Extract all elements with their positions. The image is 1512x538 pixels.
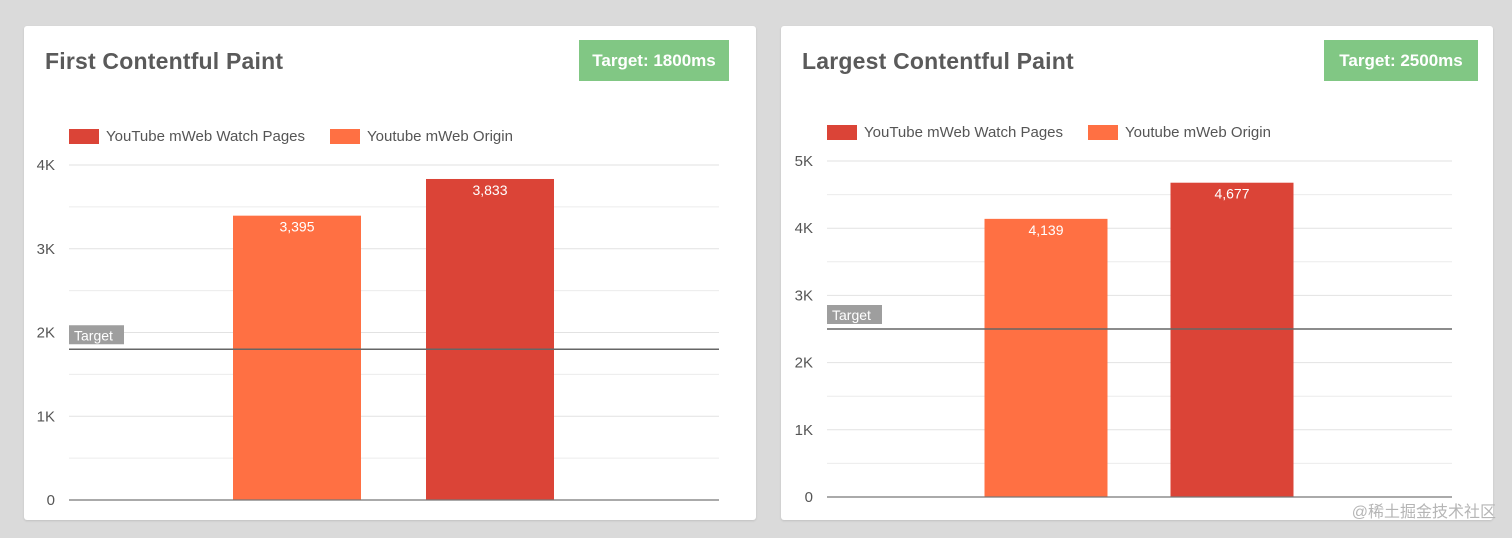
target-label: Target	[74, 327, 113, 343]
y-tick-label: 1K	[37, 408, 55, 425]
legend-swatch	[827, 125, 857, 140]
lcp-bar-chart: 0 1K 2K 3K 4K 5K 4,139 4,677 Target	[795, 153, 1452, 506]
y-tick-label: 4K	[795, 220, 813, 237]
bar	[984, 218, 1108, 498]
legend-label: YouTube mWeb Watch Pages	[864, 124, 1063, 141]
legend-item-watch-pages[interactable]: YouTube mWeb Watch Pages	[827, 124, 1063, 141]
legend-label: YouTube mWeb Watch Pages	[106, 128, 305, 145]
target-label-bg	[69, 325, 124, 345]
y-tick-label: 4K	[37, 157, 55, 174]
target-badge: Target: 2500ms	[1324, 40, 1478, 81]
target-label: Target	[832, 307, 871, 323]
target-badge: Target: 1800ms	[579, 40, 729, 81]
watermark: @稀土掘金技术社区	[1351, 504, 1496, 521]
chart-title: Largest Contentful Paint	[802, 48, 1074, 74]
bar-value-label: 4,677	[1214, 186, 1249, 202]
y-tick-label: 3K	[37, 241, 55, 258]
bar-value-label: 3,833	[472, 182, 507, 198]
legend-label: Youtube mWeb Origin	[1125, 124, 1271, 141]
bar-value-label: 3,395	[279, 219, 314, 235]
bar	[1170, 182, 1294, 497]
y-tick-label: 0	[805, 489, 813, 506]
lcp-chart-card: Largest Contentful Paint Target: 2500ms …	[781, 26, 1493, 520]
fcp-chart-card: First Contentful Paint Target: 1800ms Yo…	[24, 26, 756, 520]
y-tick-label: 2K	[795, 355, 813, 372]
legend-label: Youtube mWeb Origin	[367, 128, 513, 145]
fcp-bar-chart: 0 1K 2K 3K 4K 3,395 3,833 Target	[37, 157, 719, 509]
bar	[233, 215, 361, 500]
chart-legend: YouTube mWeb Watch Pages Youtube mWeb Or…	[69, 128, 538, 145]
y-tick-label: 2K	[37, 325, 55, 342]
y-tick-label: 0	[47, 492, 55, 509]
legend-item-watch-pages[interactable]: YouTube mWeb Watch Pages	[69, 128, 305, 145]
y-tick-label: 5K	[795, 153, 813, 170]
y-tick-label: 3K	[795, 287, 813, 304]
legend-swatch	[69, 129, 99, 144]
chart-title: First Contentful Paint	[45, 48, 284, 74]
target-label-bg	[827, 305, 882, 324]
legend-swatch	[1088, 125, 1118, 140]
legend-swatch	[330, 129, 360, 144]
legend-item-origin[interactable]: Youtube mWeb Origin	[1088, 124, 1271, 141]
legend-item-origin[interactable]: Youtube mWeb Origin	[330, 128, 513, 145]
y-tick-label: 1K	[795, 422, 813, 439]
chart-legend: YouTube mWeb Watch Pages Youtube mWeb Or…	[827, 124, 1296, 141]
bar-value-label: 4,139	[1028, 222, 1063, 238]
bar	[426, 178, 554, 500]
